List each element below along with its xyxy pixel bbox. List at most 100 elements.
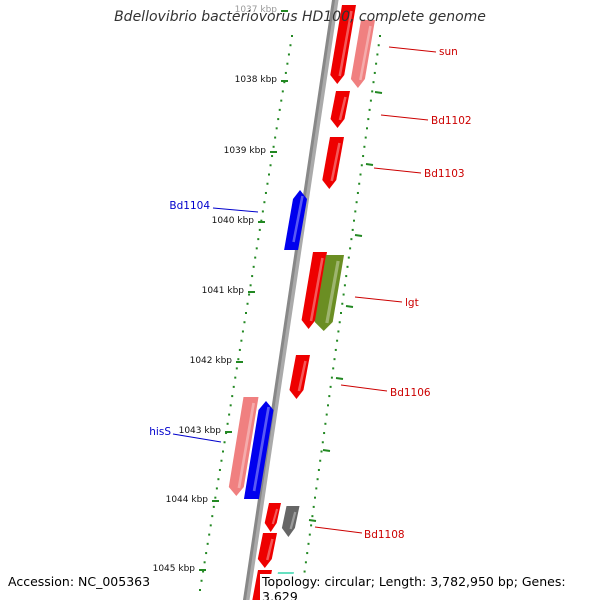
gene-label: sun <box>439 46 458 58</box>
topology-text: Topology: circular; Length: 3,782,950 bp… <box>260 574 600 600</box>
scale-dot <box>373 71 376 74</box>
scale-dot <box>332 367 335 370</box>
label-leaders <box>172 46 437 534</box>
scale-dot <box>261 210 264 213</box>
gene-highlight <box>271 508 279 525</box>
scale-dot <box>341 302 344 305</box>
scale-dot <box>368 108 371 111</box>
gene-arrow <box>314 255 344 331</box>
gene-arrow <box>243 401 274 499</box>
scale-dot <box>364 136 367 139</box>
gene-highlight <box>330 142 341 182</box>
gene-label: Bd1103 <box>424 168 465 180</box>
gene-highlight <box>325 260 340 324</box>
scale-dot <box>354 210 357 213</box>
scale-dot <box>231 395 234 398</box>
scale-tick <box>374 91 383 94</box>
scale-dot <box>284 71 287 74</box>
gene-bd1106 <box>289 355 310 399</box>
gene-highlight <box>292 195 304 243</box>
scale-dot <box>362 155 365 158</box>
gene-bd1108 <box>281 506 300 537</box>
scale-dot <box>263 201 266 204</box>
scale-dot <box>254 256 257 259</box>
label-leader <box>172 433 222 443</box>
scale-tick <box>365 163 374 166</box>
scale-dot <box>334 348 337 351</box>
gene-labels: sun Bd1102 Bd1103 Bd1104 lgt Bd1106 hisS Bd1108 <box>149 46 471 541</box>
genes <box>228 5 375 600</box>
scale-dot <box>342 293 345 296</box>
gene-highlight <box>266 538 274 561</box>
scale-dot <box>325 413 328 416</box>
scale-dot <box>314 496 316 499</box>
scale-dot <box>358 182 361 185</box>
scale-tick <box>354 234 363 237</box>
scale-label: 1041 kbp <box>202 286 245 296</box>
scale-dot <box>205 552 208 555</box>
scale-dot <box>271 155 274 158</box>
scale-label: 1043 kbp <box>179 426 222 436</box>
scale-dot <box>323 432 326 435</box>
scale-dot <box>350 238 353 241</box>
scale-dot <box>237 358 240 361</box>
scale-dot <box>220 459 223 462</box>
gene-label: Bd1108 <box>364 529 405 541</box>
scale-dot <box>328 395 331 398</box>
scale-dot <box>329 385 332 388</box>
gene-bd1100 <box>330 5 356 84</box>
scale-dot <box>258 228 261 231</box>
scale-dot <box>337 330 340 333</box>
scale-dot <box>274 136 277 139</box>
scale-dot <box>347 256 350 259</box>
label-leader <box>388 46 437 53</box>
scale-dot <box>243 321 246 324</box>
scale-label: 1045 kbp <box>153 564 196 574</box>
scale-label: 1040 kbp <box>212 216 255 226</box>
gene-arrow <box>281 506 300 537</box>
scale-dot <box>238 348 241 351</box>
scale-dot <box>268 173 270 176</box>
scale-dot <box>208 533 211 536</box>
label-leader <box>354 296 403 303</box>
gene-bd1103 <box>322 137 344 189</box>
scale-dot <box>275 127 278 130</box>
scale-dot <box>199 589 201 591</box>
scale-dot <box>306 552 309 555</box>
backbone <box>242 0 339 600</box>
scale-dot <box>281 90 284 93</box>
scale-dot <box>363 145 366 148</box>
label-leader <box>340 384 388 392</box>
scale-tick <box>308 519 317 522</box>
backbone-line <box>242 0 336 600</box>
gene-arrow <box>257 533 277 568</box>
scale-dot <box>235 367 238 370</box>
scale-dot <box>376 53 379 56</box>
scale-dot <box>203 561 206 564</box>
gene-arrow <box>264 503 281 532</box>
scale-label: 1044 kbp <box>166 495 209 505</box>
scale-dot <box>372 81 375 84</box>
scale-dot <box>355 201 358 204</box>
scale-dot <box>349 247 352 250</box>
scale-dot <box>324 422 327 425</box>
label-leader <box>380 114 429 121</box>
scale-tick <box>322 449 331 452</box>
scale-dot <box>343 284 346 287</box>
scale-dot <box>280 99 283 102</box>
scale-dot <box>248 293 251 296</box>
scale-dot <box>252 265 255 268</box>
scale-dot <box>269 164 272 167</box>
scale-dot <box>283 81 286 84</box>
gene-label: hisS <box>149 426 171 438</box>
scale-dot <box>277 118 280 121</box>
scale-dot <box>278 108 281 111</box>
gene-label: Bd1102 <box>431 115 472 127</box>
gene-highlight <box>338 96 347 121</box>
gene-bd1104 <box>284 190 307 250</box>
scale-dot <box>200 579 203 582</box>
scale-dot <box>234 376 237 379</box>
scale-dot <box>202 570 205 573</box>
